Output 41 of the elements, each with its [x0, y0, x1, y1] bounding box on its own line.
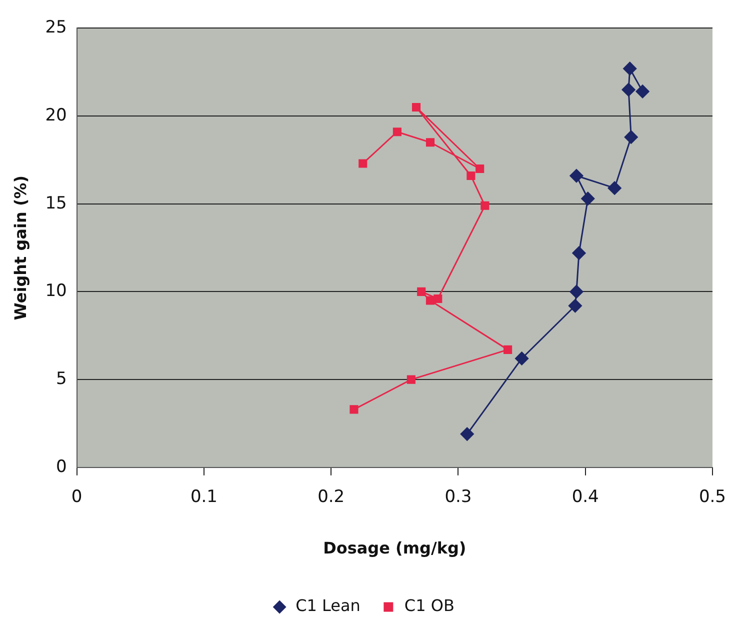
- legend-label: C1 Lean: [296, 596, 360, 616]
- point: [624, 130, 638, 144]
- x-tick-label: 0: [71, 487, 82, 508]
- x-tick-label: 0.3: [444, 487, 472, 508]
- x-axis-title: Dosage (mg/kg): [323, 538, 466, 558]
- x-tick-label: 0.1: [190, 487, 218, 508]
- point: [358, 159, 368, 168]
- point: [570, 284, 584, 298]
- x-tick-label: 0.4: [572, 487, 599, 508]
- point: [570, 169, 584, 183]
- point: [515, 352, 529, 366]
- point: [434, 294, 442, 304]
- point: [406, 375, 416, 384]
- point: [426, 296, 435, 305]
- x-tick-label: 0.2: [318, 487, 345, 508]
- point: [460, 427, 474, 441]
- point: [350, 405, 358, 414]
- point: [581, 192, 595, 206]
- point: [392, 128, 402, 136]
- point: [476, 164, 484, 174]
- point: [622, 82, 636, 96]
- point: [636, 84, 650, 98]
- point: [417, 287, 426, 296]
- y-tick-label: 0: [56, 456, 67, 477]
- point: [504, 345, 512, 354]
- x-tick-label: 0.5: [698, 487, 726, 508]
- legend-label: C1 OB: [404, 596, 454, 616]
- y-tick-label: 25: [45, 18, 67, 38]
- y-tick-label: 20: [45, 105, 67, 126]
- y-tick-label: 10: [45, 281, 67, 302]
- point: [466, 171, 476, 180]
- point: [412, 102, 421, 112]
- point: [608, 181, 622, 195]
- point: [568, 299, 582, 313]
- point: [572, 246, 586, 260]
- point: [480, 201, 490, 210]
- point: [426, 138, 435, 147]
- y-tick-label: 5: [56, 368, 67, 389]
- y-tick-label: 15: [45, 193, 67, 214]
- y-axis-title: Weight gain (%): [10, 175, 30, 320]
- point: [623, 62, 637, 76]
